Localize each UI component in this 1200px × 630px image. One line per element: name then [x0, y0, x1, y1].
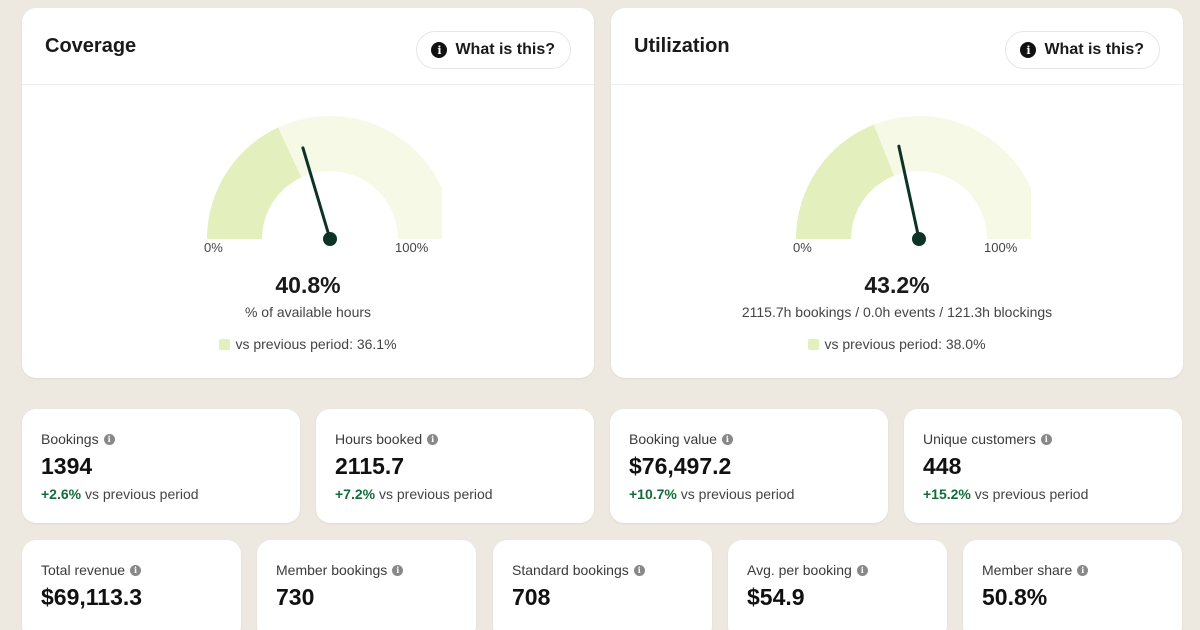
coverage-title: Coverage [45, 35, 137, 57]
utilization-previous-legend: vs previous period: 38.0% [611, 336, 1183, 352]
stat-change-percent: +2.6% [41, 486, 82, 502]
stat-value: 448 [923, 453, 962, 479]
coverage-previous-legend: vs previous period: 36.1% [22, 336, 594, 352]
utilization-title: Utilization [634, 35, 730, 57]
utilization-gauge-previous-fill [796, 124, 894, 239]
coverage-card: Coverage i What is this? 0% 100% 40.8% %… [22, 8, 594, 378]
stat-value: $69,113.3 [41, 584, 143, 610]
stat-change-percent: +10.7% [629, 486, 677, 502]
stat-label: Bookings [41, 431, 99, 447]
info-icon[interactable]: i [1077, 564, 1089, 576]
stat-label: Total revenue [41, 562, 126, 578]
utilization-gauge [796, 116, 1031, 246]
stat-label: Hours booked [335, 431, 423, 447]
info-icon[interactable]: i [633, 564, 645, 576]
info-icon[interactable]: i [1040, 433, 1052, 445]
stat-value: 730 [276, 584, 315, 610]
utilization-help-button[interactable]: i What is this? [1005, 31, 1160, 69]
coverage-subtitle: % of available hours [244, 304, 372, 320]
info-icon[interactable]: i [392, 564, 404, 576]
coverage-gauge-needle [301, 146, 332, 241]
coverage-help-button[interactable]: i What is this? [416, 31, 571, 69]
utilization-gauge-hub [912, 232, 926, 246]
stat-change: +15.2% vs previous period [923, 486, 1088, 502]
stat-change-percent: +15.2% [923, 486, 971, 502]
stat-label: Avg. per booking [747, 562, 852, 578]
stat-card-standard-bookings: Standard bookings i 708 [493, 540, 712, 630]
stat-card-hours-booked: Hours booked i 2115.7 +7.2% vs previous p… [316, 409, 594, 523]
stat-change-percent: +7.2% [335, 486, 376, 502]
stat-value: $76,497.2 [629, 453, 732, 479]
coverage-gauge-max-label: 100% [395, 240, 429, 255]
stat-change: +2.6% vs previous period [41, 486, 199, 502]
stat-change-suffix: vs previous period [378, 486, 493, 502]
stat-card-bookings: Bookings i 1394 +2.6% vs previous period [22, 409, 300, 523]
utilization-previous-text: vs previous period: 38.0% [824, 336, 986, 352]
stat-value: 708 [512, 584, 551, 610]
coverage-gauge-hub [323, 232, 337, 246]
info-icon[interactable]: i [721, 433, 733, 445]
stat-value: 1394 [41, 453, 93, 479]
info-icon: i [1020, 42, 1037, 58]
coverage-card-header: Coverage i What is this? [22, 8, 594, 85]
stat-value: 2115.7 [335, 453, 405, 479]
stat-card-unique-customers: Unique customers i 448 +15.2% vs previous… [904, 409, 1182, 523]
previous-period-swatch [219, 338, 231, 350]
utilization-card-header: Utilization i What is this? [611, 8, 1183, 85]
stat-label: Member bookings [276, 562, 388, 578]
stat-card-member-share: Member share i 50.8% [963, 540, 1182, 630]
stat-label: Standard bookings [512, 562, 629, 578]
stat-change-suffix: vs previous period [680, 486, 795, 502]
utilization-gauge-max-label: 100% [984, 240, 1018, 255]
stat-change-suffix: vs previous period [974, 486, 1089, 502]
coverage-previous-text: vs previous period: 36.1% [235, 336, 397, 352]
stat-card-booking-value: Booking value i $76,497.2 +10.7% vs previ… [610, 409, 888, 523]
stat-value: $54.9 [747, 584, 805, 610]
stat-change-suffix: vs previous period [84, 486, 199, 502]
coverage-gauge-previous-fill [207, 127, 302, 239]
utilization-gauge-min-label: 0% [793, 240, 812, 255]
stat-label: Member share [982, 562, 1073, 578]
info-icon[interactable]: i [103, 433, 115, 445]
utilization-value: 43.2% [864, 272, 930, 298]
stat-card-member-bookings: Member bookings i 730 [257, 540, 476, 630]
coverage-value: 40.8% [275, 272, 341, 298]
stat-label: Booking value [629, 431, 717, 447]
stat-value: 50.8% [982, 584, 1048, 610]
info-icon[interactable]: i [427, 433, 439, 445]
stat-change: +10.7% vs previous period [629, 486, 794, 502]
info-icon: i [431, 42, 448, 58]
utilization-help-label: What is this? [1044, 41, 1144, 58]
utilization-subtitle: 2115.7h bookings / 0.0h events / 121.3h … [741, 304, 1053, 320]
info-icon[interactable]: i [856, 564, 868, 576]
stat-card-avg-per-booking: Avg. per booking i $54.9 [728, 540, 947, 630]
utilization-gauge-needle [897, 144, 921, 241]
coverage-help-label: What is this? [455, 41, 555, 58]
stat-label: Unique customers [923, 431, 1036, 447]
utilization-card: Utilization i What is this? 0% 100% 43.2… [611, 8, 1183, 378]
coverage-gauge-min-label: 0% [204, 240, 223, 255]
info-icon[interactable]: i [130, 564, 142, 576]
stat-change: +7.2% vs previous period [335, 486, 493, 502]
previous-period-swatch [808, 338, 820, 350]
coverage-gauge [207, 116, 442, 246]
stat-card-total-revenue: Total revenue i $69,113.3 [22, 540, 241, 630]
